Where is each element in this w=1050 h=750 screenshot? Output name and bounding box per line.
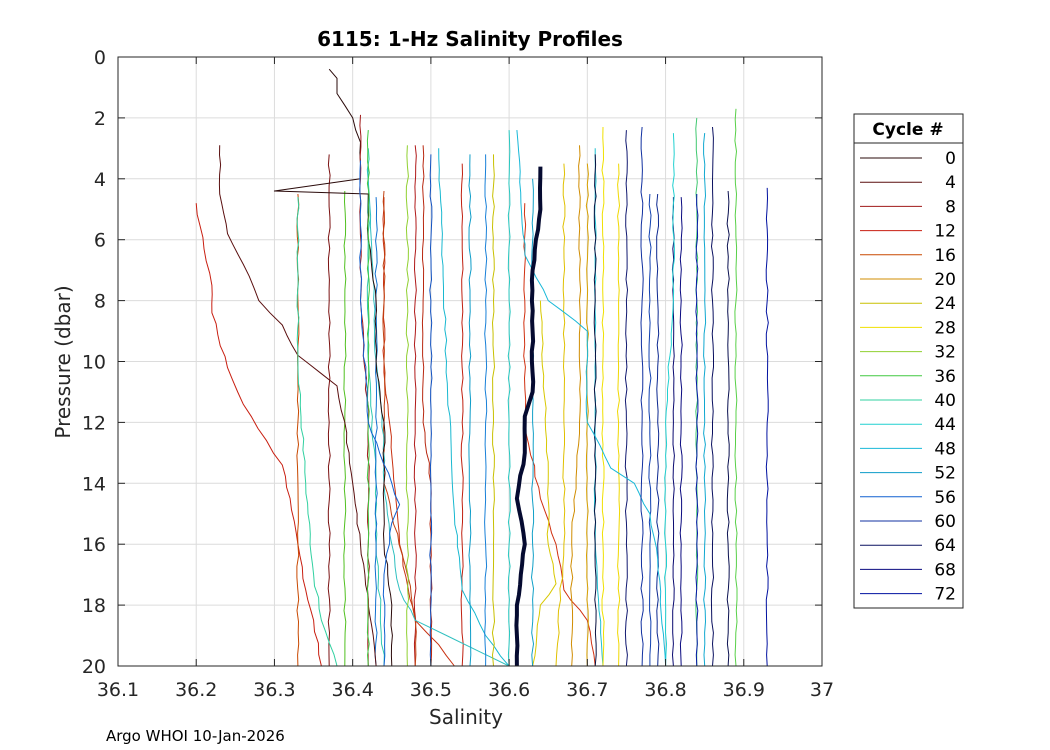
- extra-profile-line: [507, 130, 511, 667]
- legend-label: 60: [934, 512, 956, 532]
- profile-line-cycle-44: [664, 133, 675, 667]
- profile-line-cycle-52: [468, 154, 472, 667]
- y-tick-label: 8: [94, 291, 106, 313]
- x-tick-label: 36.3: [253, 679, 295, 701]
- y-tick-label: 4: [94, 169, 106, 191]
- extra-profile-line: [703, 133, 707, 667]
- extra-profile-line: [484, 154, 488, 667]
- legend-box: [853, 113, 964, 609]
- profile-line-cycle-4: [218, 145, 377, 667]
- extra-profile-line: [530, 178, 535, 667]
- y-tick-label: 14: [82, 473, 106, 495]
- legend-label: 72: [934, 585, 956, 605]
- x-tick-label: 36.8: [644, 679, 686, 701]
- profile-line-cycle-20: [570, 145, 582, 667]
- legend-label: 52: [934, 464, 956, 484]
- legend-label: 64: [934, 536, 956, 556]
- chart-title: 6115: 1-Hz Salinity Profiles: [317, 27, 623, 51]
- x-tick-label: 36.9: [723, 679, 765, 701]
- profile-series: [195, 68, 769, 667]
- profile-line-cycle-60: [640, 126, 644, 667]
- x-tick-label: 37: [810, 679, 834, 701]
- profile-line-cycle-56: [359, 160, 401, 667]
- profile-line-cycle-68: [679, 197, 683, 667]
- extra-profile-line: [734, 108, 738, 667]
- legend-label: 8: [945, 197, 956, 217]
- legend: Cycle # 04812162024283236404448525660646…: [853, 113, 964, 609]
- footer-note: Argo WHOI 10-Jan-2026: [106, 727, 285, 745]
- extra-profile-line: [695, 193, 699, 667]
- y-tick-label: 0: [94, 47, 106, 69]
- legend-label: 40: [934, 391, 956, 411]
- legend-label: 20: [934, 270, 956, 290]
- legend-label: 24: [934, 294, 956, 314]
- latest-profile-line: [514, 166, 543, 667]
- extra-profile-line: [327, 154, 331, 667]
- extra-profile-line: [429, 154, 433, 667]
- y-tick-label: 2: [94, 108, 106, 130]
- y-tick-label: 18: [82, 595, 106, 617]
- legend-label: 28: [934, 318, 956, 338]
- x-tick-label: 36.6: [488, 679, 530, 701]
- extra-profile-line: [726, 190, 730, 667]
- extra-profile-line: [438, 148, 510, 667]
- legend-label: 12: [934, 222, 956, 242]
- profile-line-cycle-48: [516, 130, 667, 667]
- profile-line-cycle-32: [405, 145, 409, 667]
- legend-label: 56: [934, 488, 956, 508]
- extra-profile-line: [343, 190, 347, 667]
- profile-line-cycle-28: [601, 126, 605, 667]
- legend-label: 68: [934, 560, 956, 580]
- extra-profile-line: [624, 130, 629, 667]
- axis-ticks: 36.1 36.2 36.3 36.4 36.5 36.6 36.7 36.8 36.9 37 0 2…: [82, 47, 834, 701]
- profile-line-cycle-12: [195, 203, 322, 667]
- extra-profile-line: [382, 190, 417, 667]
- extra-profile-line: [374, 197, 378, 667]
- extra-profile-line: [616, 163, 621, 667]
- x-tick-label: 36.1: [97, 679, 139, 701]
- extra-profile-line: [532, 300, 557, 667]
- y-tick-label: 16: [82, 534, 106, 556]
- profile-line-cycle-0: [273, 68, 393, 667]
- extra-profile-line: [593, 154, 597, 667]
- extra-profile-line: [648, 193, 652, 666]
- y-tick-label: 12: [82, 412, 106, 434]
- x-tick-label: 36.5: [410, 679, 452, 701]
- extra-profile-line: [585, 163, 589, 667]
- profile-line-cycle-40: [296, 197, 338, 667]
- legend-label: 4: [945, 173, 956, 193]
- x-tick-label: 36.7: [566, 679, 608, 701]
- legend-title: Cycle #: [872, 120, 943, 140]
- legend-label: 48: [934, 439, 956, 459]
- extra-profile-line: [555, 163, 566, 667]
- profile-line-cycle-72: [765, 187, 769, 667]
- legend-label: 32: [934, 343, 956, 363]
- x-axis-label: Salinity: [429, 705, 503, 729]
- y-tick-label: 6: [94, 230, 106, 252]
- legend-label: 36: [934, 367, 956, 387]
- x-tick-label: 36.2: [175, 679, 217, 701]
- y-axis-label: Pressure (dbar): [51, 285, 75, 438]
- y-tick-label: 20: [82, 656, 106, 678]
- legend-label: 0: [945, 149, 956, 169]
- legend-label: 16: [934, 246, 956, 266]
- extra-profile-line: [413, 145, 417, 667]
- profile-line-cycle-24: [491, 154, 495, 667]
- x-tick-label: 36.4: [332, 679, 374, 701]
- y-tick-label: 10: [82, 352, 106, 374]
- legend-label: 44: [934, 415, 956, 435]
- profile-line-cycle-64: [710, 126, 714, 667]
- extra-profile-line: [656, 193, 660, 667]
